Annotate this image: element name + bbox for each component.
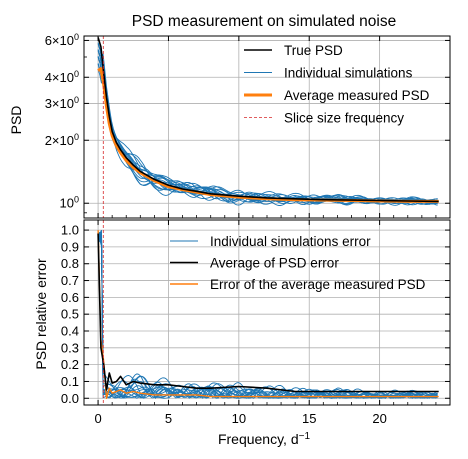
x-tick-label: 15 xyxy=(302,411,316,426)
bottom-y-tick-label: 0.6 xyxy=(61,290,79,305)
top-plot-frame xyxy=(83,35,451,219)
individual-error-line xyxy=(97,235,438,399)
bottom-y-tick-label: 0.3 xyxy=(61,340,79,355)
bottom-y-tick-label: 0.1 xyxy=(61,374,79,389)
x-tick-label: 10 xyxy=(232,411,246,426)
legend-label: Error of the average measured PSD xyxy=(210,277,426,292)
bottom-panel: 0.0 0.1 0.2 0.30.4 0.5 0.6 0.7 0.8 0.91.0 0 5 10 15 2… xyxy=(33,219,451,448)
top-axis-ticks: 100 2×100 3×100 4×100 6×100 xyxy=(45,32,450,218)
average-error-line xyxy=(97,233,439,393)
bottom-y-tick-label: 0.5 xyxy=(61,307,79,322)
x-tick-label: 5 xyxy=(165,411,172,426)
bottom-y-tick-label: 0.2 xyxy=(61,357,79,372)
top-series-lines xyxy=(97,37,439,203)
bottom-series-lines xyxy=(97,230,439,399)
x-tick-label: 0 xyxy=(94,411,101,426)
legend-label: True PSD xyxy=(284,43,343,58)
bottom-y-tick-label: 0.0 xyxy=(61,391,79,406)
top-y-tick-label: 100 xyxy=(60,195,79,211)
legend-label: Individual simulations xyxy=(284,66,413,81)
x-axis-label: Frequency, d−1 xyxy=(218,431,311,448)
chart-title: PSD measurement on simulated noise xyxy=(132,13,397,30)
individual-error-line xyxy=(97,232,438,399)
bottom-y-tick-label: 0.4 xyxy=(61,324,79,339)
bottom-legend: Individual simulations error Average of P… xyxy=(170,234,426,292)
top-y-tick-label: 4×100 xyxy=(45,69,79,85)
bottom-y-tick-label: 1.0 xyxy=(61,223,79,238)
x-tick-label: 20 xyxy=(372,411,386,426)
top-y-tick-label: 6×100 xyxy=(45,32,79,48)
top-y-axis-label: PSD xyxy=(8,106,24,135)
top-legend: True PSD Individual simulations Average me… xyxy=(244,43,430,126)
bottom-y-axis-label: PSD relative error xyxy=(33,258,49,370)
top-y-tick-label: 3×100 xyxy=(45,95,79,111)
top-grid xyxy=(84,36,450,218)
bottom-y-tick-label: 0.9 xyxy=(61,239,79,254)
bottom-y-tick-label: 0.7 xyxy=(61,273,79,288)
legend-label: Average of PSD error xyxy=(210,256,339,271)
top-y-tick-label: 2×100 xyxy=(45,132,79,148)
average-psd-error-line xyxy=(97,230,439,399)
true-psd-line xyxy=(97,37,439,203)
legend-label: Slice size frequency xyxy=(284,111,404,126)
top-panel: 100 2×100 3×100 4×100 6×100 True PSD Individu… xyxy=(8,32,451,219)
bottom-axis-ticks: 0.0 0.1 0.2 0.30.4 0.5 0.6 0.7 0.8 0.91.0 0 5 10 15 2… xyxy=(61,220,450,426)
legend-label: Average measured PSD xyxy=(284,88,430,103)
bottom-grid xyxy=(84,220,450,405)
legend-label: Individual simulations error xyxy=(210,234,371,249)
bottom-y-tick-label: 0.8 xyxy=(61,256,79,271)
